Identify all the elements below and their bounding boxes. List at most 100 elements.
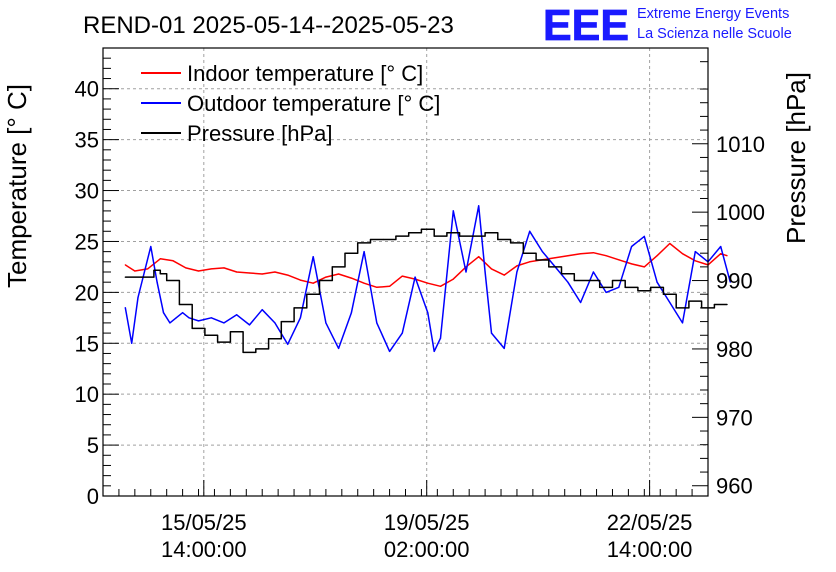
data-point — [643, 235, 645, 237]
data-point — [688, 300, 690, 302]
x-tick-label-time: 14:00:00 — [161, 537, 247, 562]
y-axis-title-left: Temperature [° C] — [2, 84, 32, 288]
data-point — [408, 232, 410, 234]
data-point — [637, 290, 639, 292]
data-point — [350, 312, 352, 314]
data-point — [325, 276, 327, 278]
data-point — [182, 312, 184, 314]
y-tick-label-right: 1000 — [716, 200, 765, 225]
y-tick-label-left: 40 — [75, 77, 99, 102]
legend-label: Outdoor temperature [° C] — [187, 91, 440, 116]
data-point — [363, 282, 365, 284]
data-point — [131, 342, 133, 344]
data-point — [169, 322, 171, 324]
data-point — [662, 293, 665, 295]
data-point — [331, 266, 333, 268]
y-tick-label-left: 20 — [75, 280, 99, 305]
y-tick-label-right: 970 — [716, 405, 753, 430]
data-point — [312, 256, 314, 258]
data-point — [156, 281, 158, 283]
data-point — [605, 255, 607, 257]
data-point — [452, 210, 454, 212]
data-point — [299, 279, 302, 281]
data-point — [395, 235, 397, 237]
data-point — [516, 265, 518, 267]
data-point — [522, 252, 524, 254]
y-tick-label-left: 25 — [75, 229, 99, 254]
data-point — [140, 276, 142, 278]
data-point — [611, 279, 614, 282]
x-tick-label-date: 15/05/25 — [161, 510, 247, 535]
data-point — [541, 251, 544, 253]
data-point — [306, 293, 308, 295]
data-point — [729, 281, 731, 283]
data-point — [484, 232, 486, 234]
y-tick-label-left: 5 — [87, 433, 99, 458]
y-tick-label-left: 0 — [87, 484, 99, 509]
data-point — [580, 301, 582, 304]
data-point — [325, 322, 327, 324]
data-point — [630, 245, 633, 248]
data-point — [560, 273, 563, 275]
data-point — [382, 238, 384, 241]
data-point — [529, 230, 531, 232]
data-point — [478, 205, 480, 207]
data-point — [350, 277, 352, 279]
data-point — [720, 245, 722, 248]
eee-logo: EEE Extreme Energy Events La Scienza nel… — [543, 1, 792, 51]
data-point — [204, 334, 206, 336]
data-point — [223, 322, 225, 324]
data-point — [318, 279, 321, 282]
data-point — [681, 253, 684, 255]
series-group — [124, 205, 732, 354]
data-point — [554, 257, 556, 259]
data-point — [150, 245, 152, 248]
data-point — [124, 276, 126, 278]
data-point — [175, 317, 177, 319]
data-point — [618, 259, 620, 261]
indoor-temperature-line — [124, 242, 728, 289]
data-point — [376, 322, 378, 324]
y-tick-label-left: 10 — [75, 382, 99, 407]
data-point — [503, 274, 505, 276]
data-point — [357, 242, 359, 244]
data-point — [490, 332, 493, 334]
data-point — [236, 271, 238, 273]
data-point — [287, 343, 289, 345]
data-point — [274, 322, 276, 324]
data-point — [172, 260, 174, 262]
data-point — [248, 324, 251, 326]
data-point — [516, 271, 518, 273]
axis-ticks: 0 5 10 15 20 25 30 35 40 960 970 980 990 1000 1010 15/0… — [75, 47, 765, 562]
data-point — [178, 303, 181, 306]
data-point — [124, 307, 126, 309]
data-point — [694, 260, 696, 262]
data-point — [401, 332, 403, 334]
data-point — [509, 242, 512, 244]
y-tick-label-right: 1010 — [716, 132, 765, 157]
data-point — [236, 314, 238, 316]
data-point — [669, 242, 671, 245]
data-point — [185, 267, 187, 269]
data-point — [478, 256, 480, 258]
data-point — [137, 296, 139, 299]
pressure-line — [125, 228, 728, 354]
legend-label: Indoor temperature [° C] — [187, 61, 423, 86]
data-point — [529, 261, 531, 263]
data-point — [248, 272, 251, 274]
data-point — [592, 271, 594, 273]
data-point — [471, 235, 473, 237]
data-point — [433, 350, 435, 353]
y-tick-label-right: 980 — [716, 337, 753, 362]
data-point — [197, 320, 200, 322]
data-point — [548, 266, 550, 268]
data-point — [153, 269, 155, 271]
data-point — [287, 274, 289, 276]
data-point — [267, 338, 270, 340]
data-point — [159, 273, 161, 275]
data-point — [433, 235, 435, 237]
data-point — [210, 268, 212, 270]
data-point — [376, 286, 378, 288]
data-point — [134, 270, 136, 272]
